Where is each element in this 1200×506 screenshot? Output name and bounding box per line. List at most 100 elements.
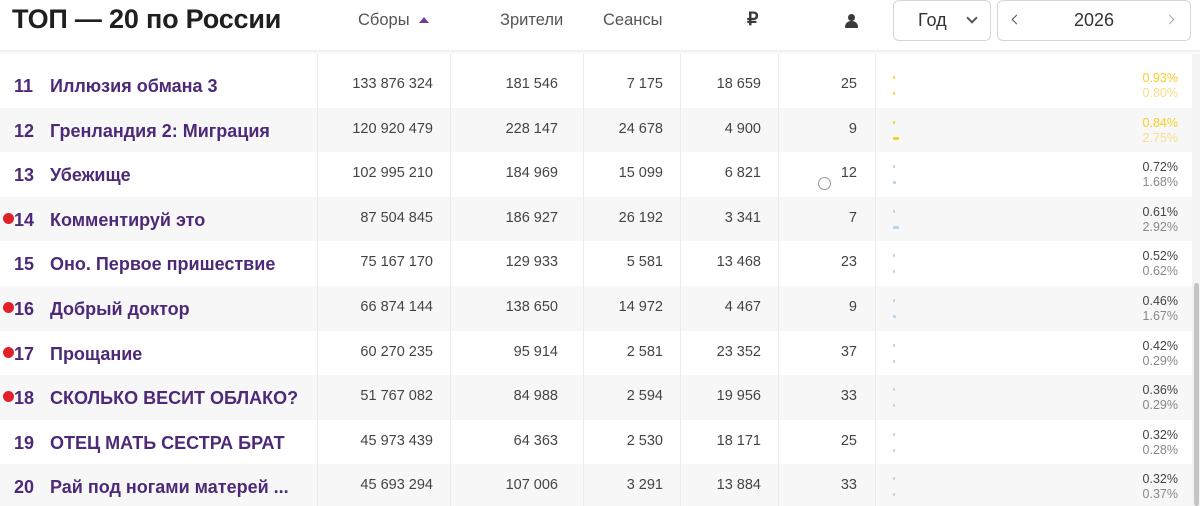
sessions-cell: 5 581 (626, 254, 663, 271)
sessions-cell: 2 594 (626, 388, 663, 405)
table-row[interactable]: 19 ОТЕЦ МАТЬ СЕСТРА БРАТ 45 973 439 64 363 2… (0, 420, 1192, 465)
table-row[interactable]: 15 Оно. Первое пришествие 75 167 170 129 93… (0, 241, 1192, 286)
average-price-cell: 13 884 (716, 477, 761, 494)
column-divider (680, 54, 681, 506)
sessions-share-percent: 0.28% (1142, 442, 1178, 457)
chevron-right-icon (1164, 14, 1175, 25)
sessions-cell: 24 678 (618, 120, 663, 137)
gross-cell: 45 693 294 (360, 477, 433, 494)
gross-share-percent: 0.93% (1142, 71, 1178, 85)
days-cell: 7 (848, 209, 857, 226)
table-row[interactable]: 11 Иллюзия обмана 3 133 876 324 181 546 7 17… (0, 63, 1192, 108)
table-row[interactable]: 17 Прощание 60 270 235 95 914 2 581 23 352 37 0… (0, 331, 1192, 376)
average-price-cell: 18 171 (716, 432, 761, 449)
sessions-share-bar (893, 314, 896, 318)
movie-title-link[interactable]: Убежище (50, 165, 131, 186)
average-price-cell: 3 341 (724, 209, 761, 226)
days-cell: 9 (848, 298, 857, 315)
column-header-average-ruble[interactable]: ₽ (747, 9, 759, 29)
average-price-cell: 23 352 (716, 343, 761, 360)
rank-number: 11 (14, 76, 34, 96)
viewers-cell: 138 650 (505, 298, 558, 315)
gross-share-bar (893, 209, 895, 213)
column-divider (450, 54, 451, 506)
gross-share-percent: 0.32% (1142, 472, 1178, 487)
gross-share-bar (893, 477, 895, 481)
gross-share-percent: 0.84% (1142, 115, 1178, 130)
gross-share-bar (893, 254, 895, 258)
new-release-dot (3, 391, 14, 403)
sessions-share-bar (893, 493, 895, 497)
top-header: ТОП — 20 по России Сборы Зрители Сеансы … (0, 0, 1200, 50)
new-release-dot (3, 212, 14, 224)
chevron-down-icon (966, 12, 978, 24)
movie-title-link[interactable]: Гренландия 2: Миграция (50, 120, 270, 141)
rank-number: 18 (14, 388, 35, 409)
viewers-cell: 228 147 (505, 120, 558, 137)
movie-title-link[interactable]: СКОЛЬКО ВЕСИТ ОБЛАКО? (50, 388, 299, 409)
viewers-cell: 181 546 (505, 76, 558, 92)
average-price-cell: 18 659 (716, 76, 761, 92)
gross-share-bar (893, 76, 895, 79)
sessions-share-percent: 0.80% (1142, 86, 1178, 100)
table-row[interactable]: 14 Комментируй это 87 504 845 186 927 26 192… (0, 196, 1192, 242)
column-header-gross[interactable]: Сборы (358, 11, 429, 30)
sessions-share-percent: 2.92% (1142, 219, 1178, 234)
rank-number: 20 (14, 477, 35, 498)
sessions-share-bar (893, 448, 895, 452)
table-row[interactable]: 13 Убежище 102 995 210 184 969 15 099 6 821 12… (0, 152, 1192, 197)
previous-year-button[interactable] (998, 1, 1032, 40)
page-title: ТОП — 20 по России (12, 4, 282, 34)
movie-title-link[interactable]: Оно. Первое пришествие (50, 254, 276, 275)
rank-number: 14 (14, 209, 35, 230)
days-cell: 33 (840, 388, 857, 405)
gross-cell: 66 874 144 (360, 298, 433, 315)
scrollbar-track[interactable] (1192, 54, 1200, 506)
gross-cell: 133 876 324 (352, 76, 433, 92)
table-row[interactable]: 18 СКОЛЬКО ВЕСИТ ОБЛАКО? 51 767 082 84 988 2… (0, 375, 1192, 420)
table-row[interactable]: 12 Гренландия 2: Миграция 120 920 479 228 1… (0, 107, 1192, 153)
gross-cell: 45 973 439 (360, 432, 433, 449)
movie-title-link[interactable]: Иллюзия обмана 3 (50, 76, 218, 96)
gross-cell: 87 504 845 (360, 209, 433, 226)
days-cell: 25 (840, 76, 857, 92)
viewers-cell: 184 969 (505, 165, 558, 182)
scrollbar-thumb[interactable] (1194, 283, 1199, 506)
gross-share-bar (893, 165, 895, 169)
movie-title-link[interactable]: Комментируй это (50, 209, 206, 230)
movie-title-link[interactable]: Прощание (50, 343, 143, 364)
days-cell: 9 (848, 120, 857, 137)
sessions-share-bar (893, 136, 899, 140)
sessions-share-percent: 1.67% (1142, 308, 1178, 323)
period-select[interactable]: Год (893, 0, 991, 41)
viewers-cell: 64 363 (513, 432, 558, 449)
movie-title-link[interactable]: ОТЕЦ МАТЬ СЕСТРА БРАТ (50, 432, 285, 453)
days-cell: 25 (840, 432, 857, 449)
movie-title-link[interactable]: Рай под ногами матерей ... (50, 477, 289, 498)
gross-share-percent: 0.42% (1142, 338, 1178, 353)
current-year: 2026 (1073, 10, 1115, 30)
days-cell: 33 (840, 477, 857, 494)
sort-ascending-icon[interactable] (418, 17, 429, 23)
sessions-cell: 7 175 (626, 76, 663, 92)
viewers-cell: 107 006 (505, 477, 558, 494)
gross-share-bar (893, 120, 895, 124)
column-header-viewers[interactable]: Зрители (500, 11, 564, 29)
sessions-cell: 26 192 (618, 209, 663, 226)
table-row[interactable]: 20 Рай под ногами матерей ... 45 693 294 10… (0, 464, 1192, 506)
rank-number: 19 (14, 432, 35, 453)
next-year-button[interactable] (1156, 1, 1190, 40)
gross-share-bar (893, 432, 895, 436)
viewers-cell: 84 988 (513, 388, 558, 405)
sessions-share-bar (893, 92, 895, 95)
sessions-share-bar (893, 225, 899, 229)
table-row[interactable]: 16 Добрый доктор 66 874 144 138 650 14 972 4 … (0, 285, 1192, 331)
person-icon[interactable] (845, 14, 858, 28)
sessions-cell: 3 291 (626, 477, 663, 494)
column-divider (778, 54, 779, 506)
column-header-sessions[interactable]: Сеансы (603, 11, 663, 29)
sessions-share-bar (893, 181, 896, 185)
sessions-share-percent: 2.75% (1142, 130, 1178, 145)
gross-share-percent: 0.52% (1142, 249, 1178, 264)
movie-title-link[interactable]: Добрый доктор (50, 298, 190, 319)
